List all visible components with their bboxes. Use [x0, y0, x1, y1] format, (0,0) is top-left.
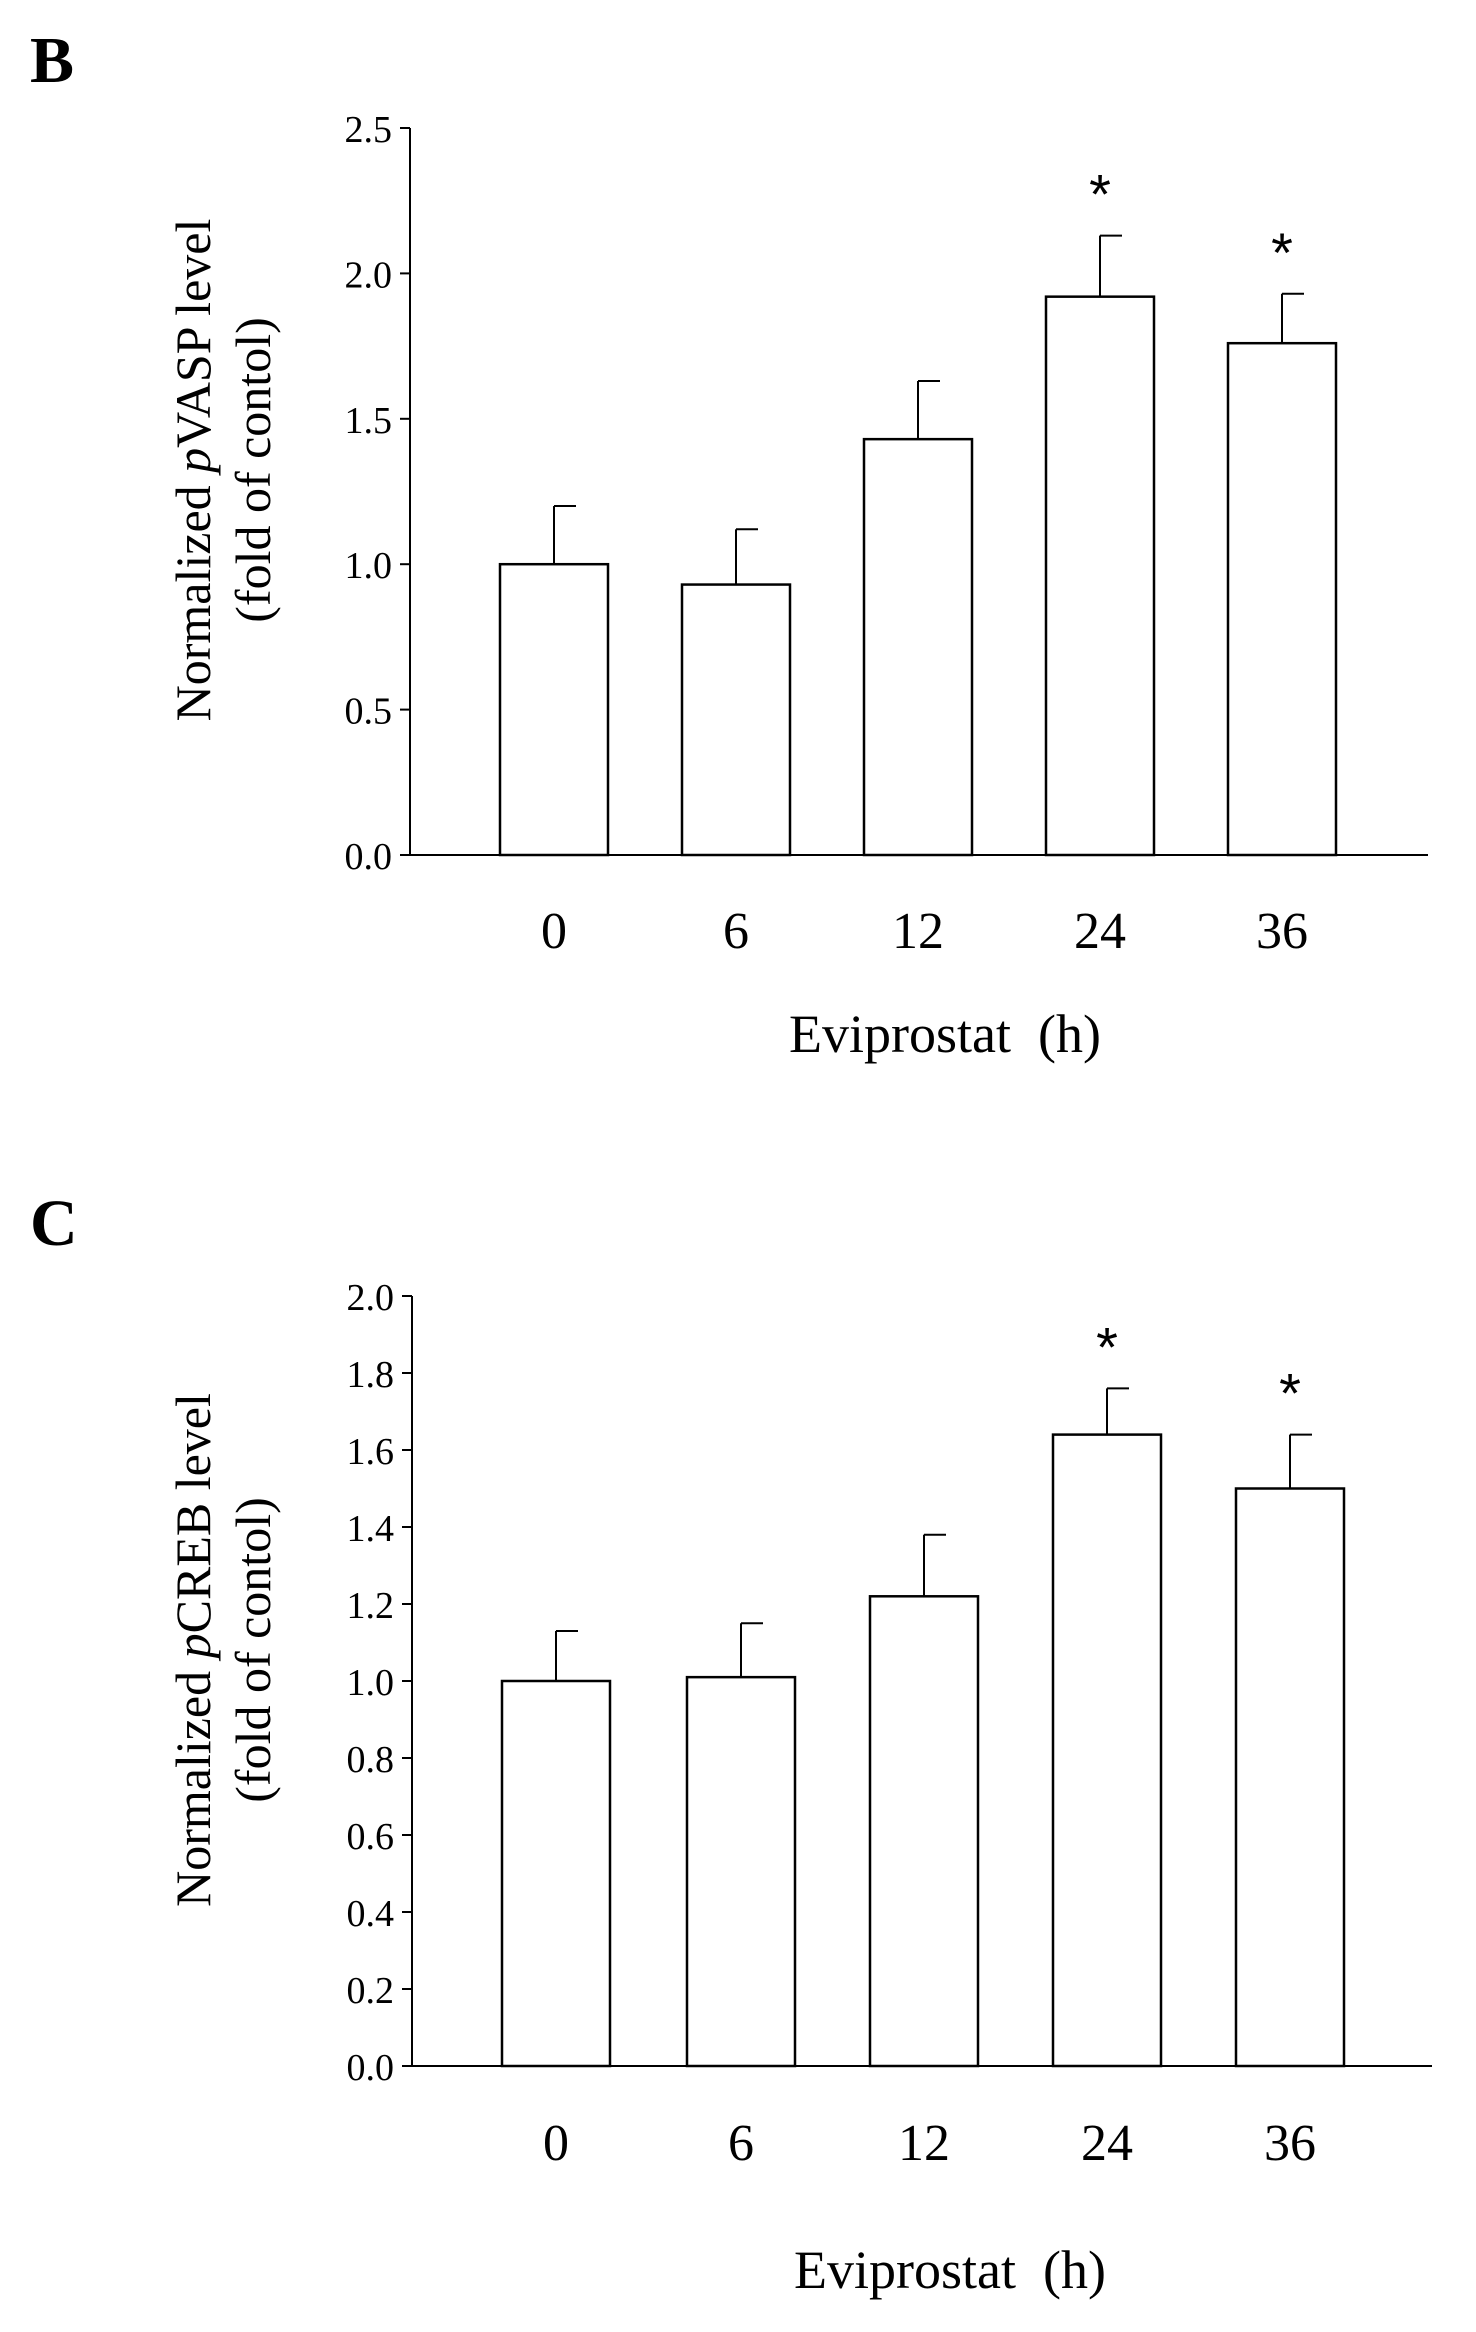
panel-b-y-tick-label: 2.5 [345, 109, 393, 151]
panel-c-letter: C [30, 1187, 78, 1260]
panel-c-bar-12 [868, 1595, 980, 2068]
panel-b-bar-36 [1226, 341, 1338, 857]
panel-b-y-tick-label: 0.5 [345, 691, 393, 733]
panel-c-x-tick-label: 24 [1081, 2115, 1133, 2172]
panel-b-ylabel-italic-p: p [165, 448, 221, 476]
panel-c-bar-6 [685, 1675, 797, 2068]
panel-b-bar-12 [862, 437, 974, 857]
panel-b-x-tick-label: 0 [541, 903, 567, 960]
panel-c-y-tick-label: 1.8 [347, 1354, 395, 1396]
panel-c-y-tick-label: 1.2 [347, 1585, 395, 1627]
panel-b-significance-star: * [1089, 163, 1111, 226]
panel-b-x-tick-label: 12 [892, 903, 944, 960]
panel-b-significance-star: * [1271, 221, 1293, 284]
panel-c-x-tick-label: 12 [898, 2115, 950, 2172]
panel-b-y-tick-label: 0.0 [345, 836, 393, 878]
panel-b-y-tick-label: 1.0 [345, 545, 393, 587]
panel-c-y-tick-label: 0.6 [347, 1816, 395, 1858]
panel-c-x-tick-label: 36 [1264, 2115, 1316, 2172]
panel-c-chart: C Normalized pCREB level (fold of contol… [30, 1187, 1432, 2300]
panel-c-ylabel-prefix: Normalized [165, 1658, 221, 1907]
panel-c-y-tick-label: 1.0 [347, 1662, 395, 1704]
panel-b-y-axis-label-line1: Normalized pVASP level [165, 219, 221, 722]
panel-c-y-axis-label-line2: (fold of contol) [225, 1497, 281, 1802]
panel-c-ylabel-suffix: CREB level [165, 1393, 221, 1633]
panel-b-x-tick-label: 6 [723, 903, 749, 960]
panel-b-letter: B [30, 24, 74, 97]
panel-b-y-tick-label: 2.0 [345, 254, 393, 296]
panel-b-bar-24 [1044, 295, 1156, 857]
panel-c-y-tick-label: 0.2 [347, 1970, 395, 2012]
panel-b-bar-0 [498, 562, 610, 857]
panel-b-bar-6 [680, 583, 792, 857]
panel-c-y-tick-label: 0.0 [347, 2047, 395, 2089]
panel-b-y-axis-label-line2: (fold of contol) [225, 317, 281, 622]
panel-c-ylabel-italic-p: p [165, 1633, 221, 1661]
panel-c-x-axis-label: Eviprostat (h) [794, 2240, 1106, 2300]
panel-b-y-axis-label: Normalized pVASP level (fold of contol) [165, 219, 281, 722]
panel-c-y-tick-label: 0.4 [347, 1893, 395, 1935]
panel-b-ylabel-suffix: VASP level [165, 219, 221, 448]
panel-c-y-tick-label: 1.4 [347, 1508, 395, 1550]
panel-c-y-tick-label: 0.8 [347, 1739, 395, 1781]
panel-c-bar-0 [500, 1679, 612, 2068]
panel-b-y-tick-label: 1.5 [345, 400, 393, 442]
panel-c-x-tick-label: 6 [728, 2115, 754, 2172]
panel-b-ylabel-prefix: Normalized [165, 473, 221, 722]
panel-c-bar-36 [1234, 1487, 1346, 2068]
panel-c-y-tick-label: 2.0 [347, 1277, 395, 1319]
panel-c-y-axis-label-line1: Normalized pCREB level [165, 1393, 221, 1907]
panel-c-bar-24 [1051, 1433, 1163, 2068]
panel-b-chart: B Normalized pVASP level (fold of contol… [30, 24, 1428, 1064]
panel-c-y-axis-label: Normalized pCREB level (fold of contol) [165, 1393, 281, 1907]
panel-c-y-tick-label: 1.6 [347, 1431, 395, 1473]
panel-b-x-tick-label: 24 [1074, 903, 1126, 960]
panel-b-x-tick-label: 36 [1256, 903, 1308, 960]
panel-c-significance-star: * [1096, 1315, 1118, 1378]
panel-c-significance-star: * [1279, 1362, 1301, 1425]
panel-b-x-axis-label: Eviprostat (h) [789, 1004, 1101, 1064]
panel-c-x-tick-label: 0 [543, 2115, 569, 2172]
